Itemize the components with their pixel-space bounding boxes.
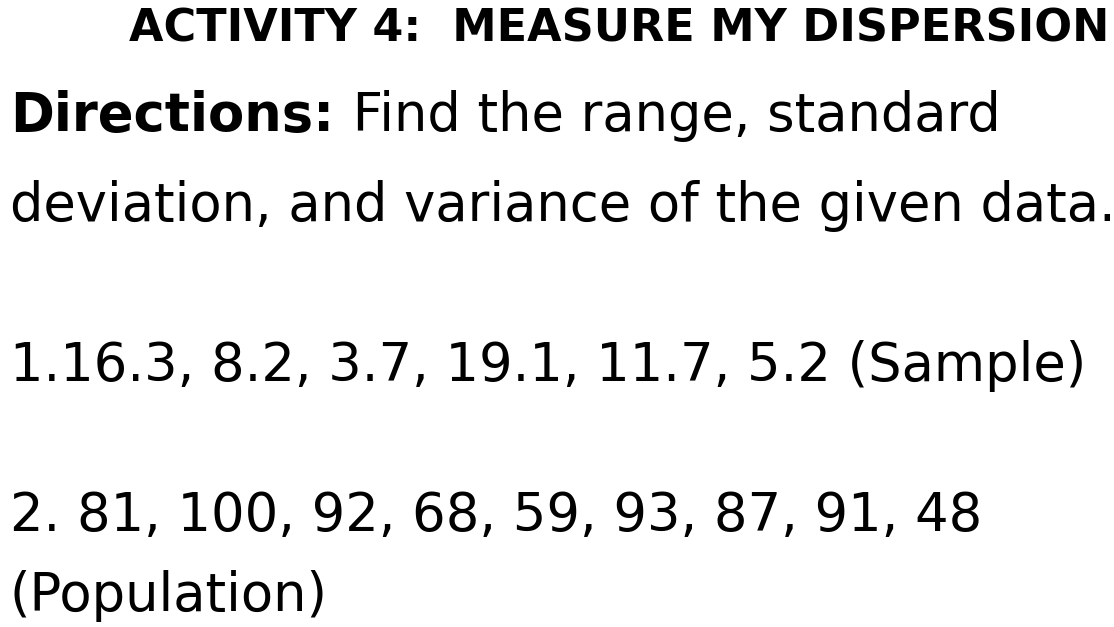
Text: 1.16.3, 8.2, 3.7, 19.1, 11.7, 5.2 (Sample): 1.16.3, 8.2, 3.7, 19.1, 11.7, 5.2 (Sampl… <box>10 340 1086 392</box>
Text: Find the range, standard: Find the range, standard <box>336 90 1000 142</box>
Text: (Population): (Population) <box>10 570 328 622</box>
Text: ACTIVITY 4:  MEASURE MY DISPERSION: ACTIVITY 4: MEASURE MY DISPERSION <box>128 8 1110 51</box>
Text: Directions:: Directions: <box>10 90 334 142</box>
Text: 2. 81, 100, 92, 68, 59, 93, 87, 91, 48: 2. 81, 100, 92, 68, 59, 93, 87, 91, 48 <box>10 490 983 542</box>
Text: deviation, and variance of the given data.: deviation, and variance of the given dat… <box>10 180 1114 232</box>
